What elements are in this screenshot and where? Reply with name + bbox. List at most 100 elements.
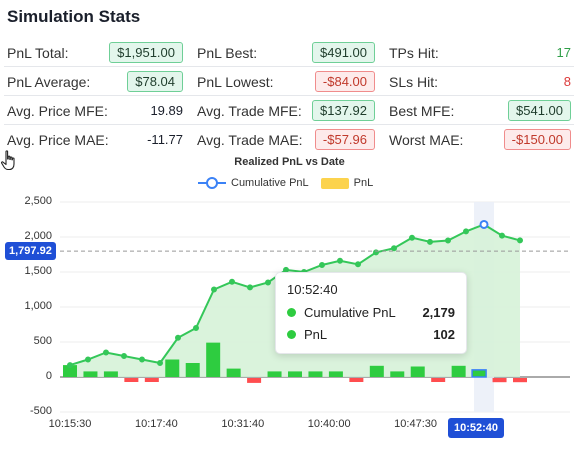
pnl-bar (369, 365, 384, 377)
tooltip-series-name: PnL (304, 327, 328, 342)
bar-swatch-icon (320, 177, 349, 189)
stats-row: Avg. Price MAE: -11.77 Avg. Trade MAE: -$57… (4, 125, 574, 154)
pnl-bar (492, 378, 507, 383)
line-point (427, 238, 433, 245)
tooltip-row: PnL 102 (287, 327, 455, 342)
crosshair-x-label: 10:52:40 (448, 418, 505, 438)
stat-cell: PnL Lowest: -$84.00 (197, 67, 375, 96)
pnl-bar (471, 369, 487, 378)
pnl-bar (247, 378, 262, 383)
stat-cell: Avg. Trade MFE: $137.92 (197, 96, 375, 125)
tooltip-time: 10:52:40 (287, 282, 338, 297)
y-tick-label: -500 (29, 405, 52, 417)
stat-cell: Avg. Price MAE: -11.77 (7, 125, 183, 154)
stat-value: 8 (563, 74, 571, 89)
legend-label: Cumulative PnL (231, 177, 309, 189)
pnl-bar (226, 368, 241, 377)
pnl-bar (410, 366, 425, 377)
pnl-bar (431, 378, 446, 382)
stat-value: 17 (556, 45, 571, 60)
stat-cell: Best MFE: $541.00 (389, 96, 571, 125)
line-point (479, 219, 489, 229)
stat-value: $491.00 (312, 42, 375, 63)
y-tick-label: 1,000 (24, 300, 52, 312)
stat-value: $1,951.00 (109, 42, 183, 63)
stat-value: $78.04 (127, 71, 183, 92)
line-point (391, 245, 397, 252)
x-tick-label: 10:31:40 (221, 418, 265, 430)
stat-value: $541.00 (508, 100, 571, 121)
legend-item-pnl[interactable]: PnL (320, 177, 374, 189)
stats-row: PnL Total: $1,951.00 PnL Best: $491.00 TPs H… (4, 38, 574, 67)
pnl-bar (83, 371, 98, 377)
stats-row: PnL Average: $78.04 PnL Lowest: -$84.00 SLs … (4, 67, 574, 96)
stat-label: PnL Average: (7, 73, 91, 90)
line-point (517, 237, 523, 244)
stat-cell: Avg. Trade MAE: -$57.96 (197, 125, 375, 154)
pnl-bar (328, 371, 343, 377)
crosshair-y-label: 1,797.92 (5, 242, 56, 260)
pnl-bar (267, 371, 282, 377)
pnl-bar (349, 378, 364, 382)
line-point (121, 353, 127, 359)
pnl-bar (390, 371, 405, 377)
stat-label: PnL Best: (197, 44, 258, 61)
line-point (265, 279, 271, 286)
pnl-bar (124, 378, 139, 382)
line-point (499, 232, 505, 239)
y-tick-label: 2,500 (24, 195, 52, 207)
line-point (409, 234, 415, 241)
stat-cell: PnL Total: $1,951.00 (7, 38, 183, 67)
line-point (157, 360, 163, 366)
pnl-bar (144, 378, 159, 382)
legend-label: PnL (353, 177, 374, 189)
stat-label: Worst MAE: (389, 131, 464, 148)
stat-label: TPs Hit: (389, 44, 439, 61)
y-tick-label: 0 (45, 370, 52, 382)
stat-label: Avg. Trade MFE: (197, 102, 302, 119)
line-point (247, 284, 253, 291)
tooltip-series-value: 102 (433, 327, 455, 342)
stats-row: Avg. Price MFE: 19.89 Avg. Trade MFE: $137.… (4, 96, 574, 125)
line-marker-icon (198, 177, 226, 189)
stat-label: SLs Hit: (389, 73, 439, 90)
stat-value: -$84.00 (314, 71, 375, 92)
line-point (445, 237, 451, 244)
stat-label: Avg. Price MFE: (7, 102, 108, 119)
line-point (229, 278, 235, 285)
chart-tooltip: 10:52:40 Cumulative PnL 2,179 PnL 102 (275, 272, 467, 354)
pnl-chart[interactable]: Realized PnL vs Date Cumulative PnL PnL … (0, 150, 579, 460)
series-dot-icon (287, 308, 296, 317)
stat-label: Best MFE: (389, 102, 455, 119)
pnl-bar (103, 371, 118, 377)
line-point (175, 334, 181, 341)
stat-label: PnL Lowest: (197, 73, 274, 90)
pnl-bar (308, 371, 323, 377)
stat-value: -$57.96 (314, 129, 375, 150)
line-point (355, 261, 361, 268)
hand-pointer-icon (0, 150, 15, 171)
stat-value: 19.89 (150, 103, 183, 118)
pnl-bar (185, 363, 200, 377)
legend-item-cumulative[interactable]: Cumulative PnL (198, 177, 309, 189)
line-point (139, 356, 145, 363)
x-tick-label: 10:40:00 (307, 418, 351, 430)
stat-value: -11.77 (147, 132, 183, 147)
cumulative-line (69, 223, 521, 367)
y-tick-label: 500 (33, 335, 52, 347)
tooltip-series-value: 2,179 (422, 305, 455, 320)
tooltip-series-name: Cumulative PnL (304, 305, 396, 320)
line-point (211, 286, 217, 293)
stat-cell: PnL Average: $78.04 (7, 67, 183, 96)
chart-legend: Cumulative PnL PnL (198, 177, 385, 189)
x-tick-label: 10:17:40 (134, 418, 178, 430)
stat-cell: PnL Best: $491.00 (197, 38, 375, 67)
stat-cell: Avg. Price MFE: 19.89 (7, 96, 183, 125)
line-point (193, 325, 199, 331)
pnl-bar (165, 359, 180, 377)
series-dot-icon (287, 330, 296, 339)
stat-cell: SLs Hit: 8 (389, 67, 571, 96)
pnl-bar (513, 378, 527, 383)
pnl-bar (206, 342, 221, 377)
line-point (85, 356, 91, 363)
